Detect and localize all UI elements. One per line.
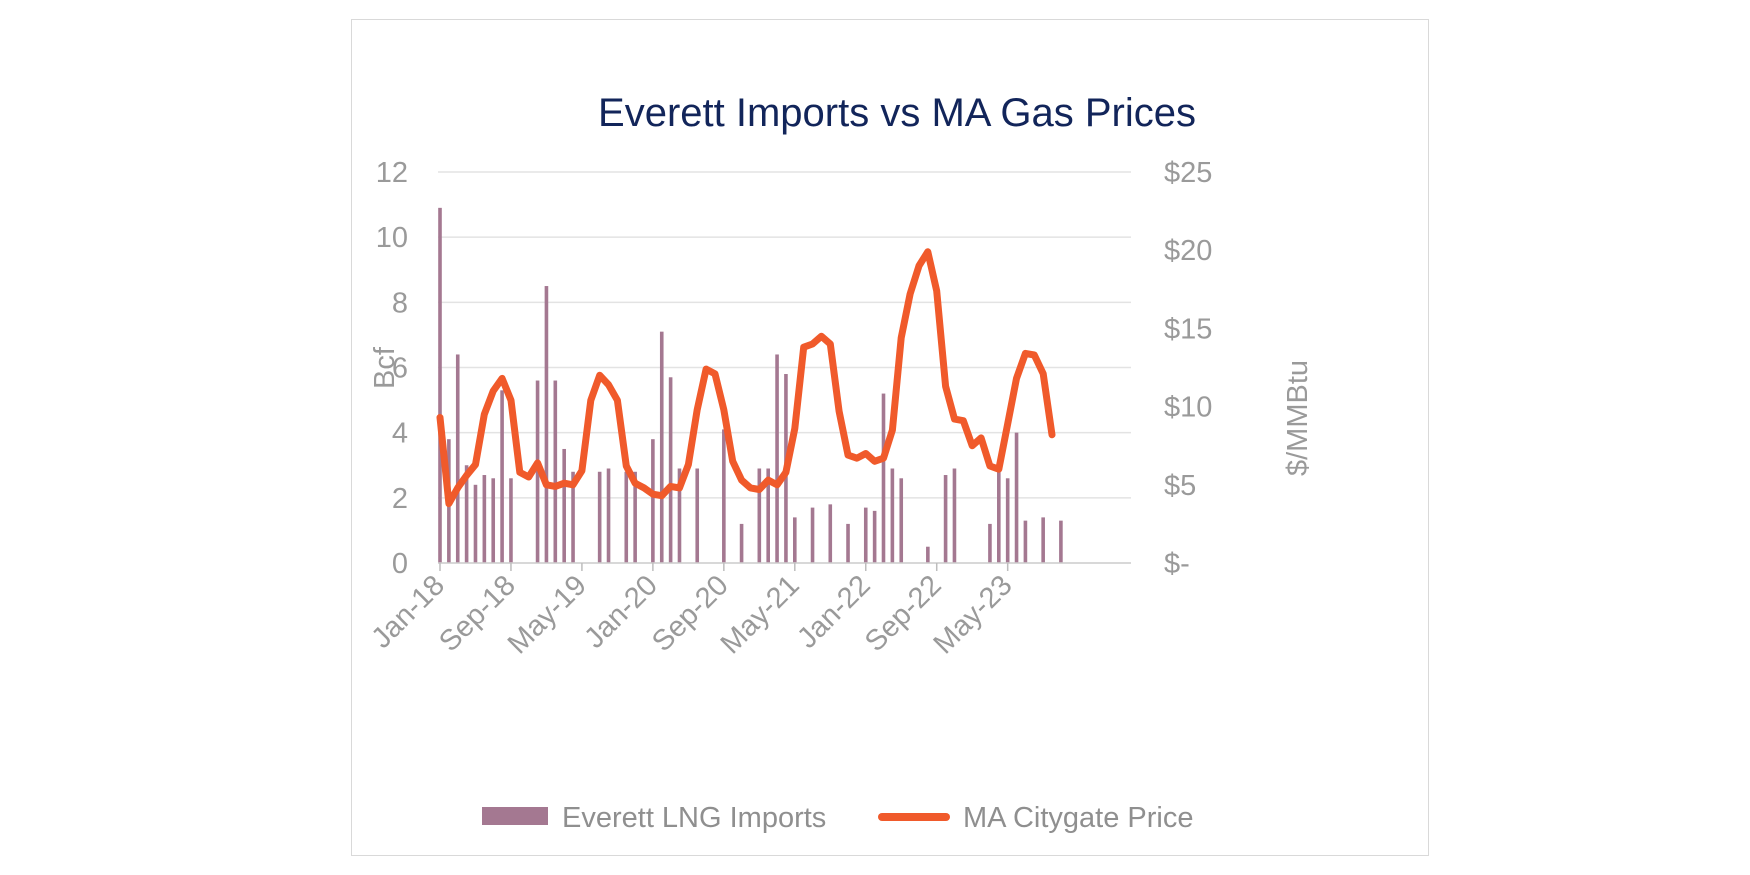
- legend-swatch-imports: [482, 807, 548, 825]
- legend-label-imports: Everett LNG Imports: [562, 802, 826, 834]
- imports-bar: [766, 468, 770, 563]
- imports-bar: [810, 507, 815, 563]
- imports-bar: [562, 448, 566, 563]
- imports-bar: [988, 523, 992, 563]
- y-left-tick-label: 4: [392, 418, 408, 450]
- imports-bar: [943, 475, 948, 563]
- y-left-axis-title: Bcf: [369, 346, 401, 389]
- y-left-tick-label: 2: [392, 483, 408, 515]
- legend-label-price: MA Citygate Price: [963, 802, 1193, 834]
- imports-bar: [846, 523, 850, 563]
- imports-bar: [722, 429, 726, 563]
- imports-bar: [633, 471, 637, 563]
- imports-bar: [651, 439, 655, 563]
- y-right-tick-label: $10: [1164, 392, 1212, 424]
- imports-bar: [659, 331, 664, 563]
- imports-bar: [571, 471, 575, 563]
- imports-bar: [952, 468, 957, 563]
- imports-bar: [1059, 520, 1063, 563]
- y-left-tick-label: 8: [392, 287, 408, 319]
- legend: Everett LNG Imports MA Citygate Price: [482, 802, 1193, 834]
- y-right-tick-label: $25: [1164, 157, 1212, 189]
- imports-bar: [500, 390, 504, 563]
- imports-bar: [544, 286, 549, 563]
- imports-bar: [606, 468, 611, 563]
- imports-bar: [890, 468, 895, 563]
- imports-bar: [775, 354, 779, 563]
- imports-bar: [455, 354, 460, 563]
- imports-bar: [1005, 478, 1010, 563]
- x-tick-label: May-21: [715, 569, 806, 660]
- imports-bar: [793, 517, 797, 563]
- x-tick-label: Jan-22: [791, 569, 876, 654]
- imports-bar: [473, 484, 478, 563]
- imports-bar: [668, 377, 673, 563]
- bar-series: [438, 207, 1063, 563]
- imports-bar: [1041, 517, 1045, 563]
- imports-bar: [491, 478, 496, 563]
- y-right-axis-title: $/MMBtu: [1282, 360, 1314, 476]
- y-left-tick-label: 12: [376, 157, 408, 189]
- imports-bar: [464, 465, 469, 563]
- imports-bar: [553, 380, 558, 563]
- imports-bar: [739, 523, 744, 563]
- x-tick-label: Jan-18: [366, 569, 451, 654]
- x-tick-label: Jan-20: [579, 569, 664, 654]
- chart-container: Everett Imports vs MA Gas Prices 0 2 4 6 8 10…: [351, 19, 1429, 856]
- y-right-tick-label: $-: [1164, 548, 1190, 580]
- imports-bar: [677, 468, 682, 563]
- imports-bar: [828, 504, 833, 563]
- imports-bar: [482, 475, 487, 563]
- imports-bar: [863, 507, 868, 563]
- imports-bar: [899, 478, 904, 563]
- imports-bar: [1014, 432, 1019, 563]
- y-right-tick-label: $5: [1164, 470, 1196, 502]
- imports-bar: [757, 468, 762, 563]
- imports-bar: [881, 393, 886, 563]
- imports-bar: [438, 207, 442, 563]
- imports-bar: [872, 510, 877, 563]
- y-left-tick-label: 0: [392, 548, 408, 580]
- chart-svg: Everett Imports vs MA Gas Prices 0 2 4 6 8 10…: [366, 91, 1314, 834]
- y-left-tick-label: 10: [376, 222, 408, 254]
- imports-bar: [597, 471, 602, 563]
- x-tick-label: May-23: [928, 569, 1019, 660]
- imports-bar: [509, 478, 513, 563]
- imports-bar: [695, 468, 700, 563]
- imports-bar: [997, 471, 1001, 563]
- imports-bar: [926, 546, 930, 563]
- axes: 024681012$-$5$10$15$20$25Jan-18Sep-18May…: [366, 157, 1213, 660]
- line-series: [436, 248, 1056, 508]
- x-tick-label: May-19: [502, 569, 593, 660]
- y-right-tick-label: $20: [1164, 235, 1212, 267]
- chart-title: Everett Imports vs MA Gas Prices: [598, 91, 1196, 135]
- price-line: [436, 248, 1056, 508]
- y-right-tick-label: $15: [1164, 313, 1212, 345]
- imports-bar: [624, 471, 629, 563]
- y-left-tick-label: 6: [392, 353, 408, 385]
- imports-bar: [1023, 520, 1028, 563]
